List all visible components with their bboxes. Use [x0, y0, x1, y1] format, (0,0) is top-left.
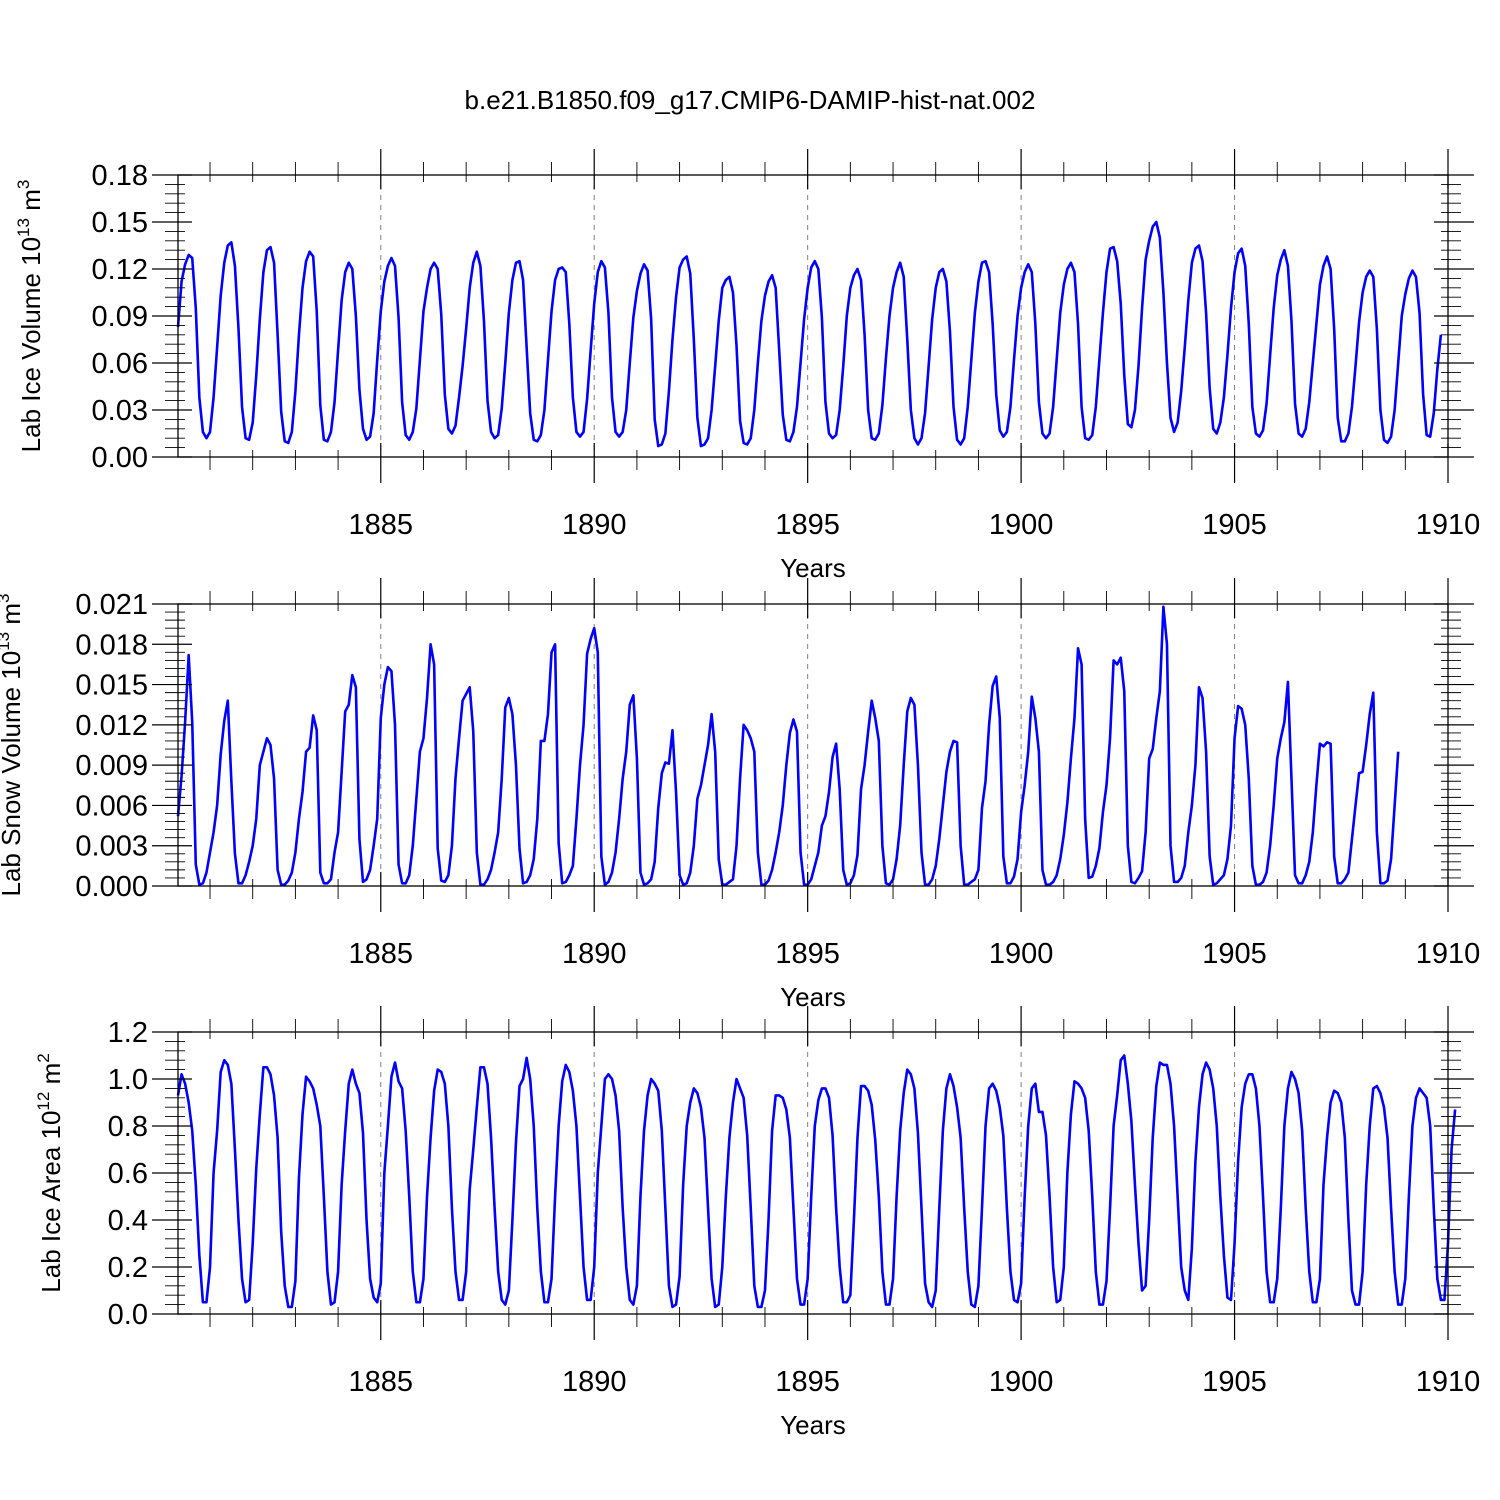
x-tick-label: 1885 — [349, 938, 414, 970]
series-line — [176, 1054, 1457, 1309]
chart-panel-1: 0.00 0.03 0.06 0.09 0.12 0.15 0.18 1885 1890 1895… — [14, 149, 1480, 583]
y-axis-label: Lab Snow Volume 1013 m3 — [0, 593, 26, 896]
y-tick-label: 0.018 — [75, 629, 148, 661]
y-tick-label: 1.0 — [108, 1064, 148, 1096]
series-line — [176, 220, 1443, 448]
y-tick-label: 0.006 — [75, 790, 148, 822]
y-tick-label: 0.03 — [92, 395, 148, 427]
plot-frame — [177, 603, 1449, 887]
y-tick-label: 0.003 — [75, 831, 148, 863]
x-axis-label: Years — [780, 982, 846, 1012]
x-tick-label: 1910 — [1416, 1366, 1481, 1398]
y-axis-label: Lab Ice Volume 1013 m3 — [14, 180, 46, 453]
y-tick-label: 0.009 — [75, 750, 148, 782]
series-line — [176, 605, 1400, 886]
x-tick-label: 1885 — [349, 509, 414, 541]
y-tick-label: 0.0 — [108, 1299, 148, 1331]
y-tick-label: 0.12 — [92, 254, 148, 286]
y-axis-label: Lab Ice Area 1012 m2 — [34, 1053, 66, 1292]
y-tick-label: 0.012 — [75, 710, 148, 742]
x-tick-label: 1895 — [775, 938, 840, 970]
y-tick-label: 0.15 — [92, 207, 148, 239]
y-tick-label: 0.4 — [108, 1205, 148, 1237]
x-tick-label: 1895 — [775, 1366, 840, 1398]
y-tick-label: 0.2 — [108, 1252, 148, 1284]
x-tick-label: 1890 — [562, 938, 627, 970]
x-tick-label: 1905 — [1202, 938, 1267, 970]
x-tick-label: 1890 — [562, 509, 627, 541]
y-tick-label: 1.2 — [108, 1017, 148, 1049]
chart-title: b.e21.B1850.f09_g17.CMIP6-DAMIP-hist-nat… — [465, 85, 1036, 115]
chart-panel-2: 0.000 0.003 0.006 0.009 0.012 0.015 0.018 0.021… — [0, 578, 1480, 1012]
y-tick-label: 0.6 — [108, 1158, 148, 1190]
y-tick-label: 0.18 — [92, 160, 148, 192]
x-tick-label: 1890 — [562, 1366, 627, 1398]
chart-panel-3: 0.0 0.2 0.4 0.6 0.8 1.0 1.2 1885 1890 1895 1900 190… — [34, 1006, 1480, 1440]
x-tick-label: 1900 — [989, 1366, 1054, 1398]
y-tick-label: 0.000 — [75, 871, 148, 903]
y-tick-label: 0.015 — [75, 670, 148, 702]
y-tick-label: 0.8 — [108, 1111, 148, 1143]
y-tick-label: 0.06 — [92, 348, 148, 380]
x-tick-label: 1910 — [1416, 509, 1481, 541]
x-tick-label: 1885 — [349, 1366, 414, 1398]
x-tick-label: 1900 — [989, 938, 1054, 970]
x-axis-label: Years — [780, 553, 846, 583]
y-tick-label: 0.021 — [75, 589, 148, 621]
x-tick-label: 1905 — [1202, 509, 1267, 541]
y-tick-label: 0.09 — [92, 301, 148, 333]
x-tick-label: 1905 — [1202, 1366, 1267, 1398]
x-tick-label: 1900 — [989, 509, 1054, 541]
x-tick-label: 1910 — [1416, 938, 1481, 970]
y-tick-label: 0.00 — [92, 442, 148, 474]
x-axis-label: Years — [780, 1410, 846, 1440]
x-tick-label: 1895 — [775, 509, 840, 541]
